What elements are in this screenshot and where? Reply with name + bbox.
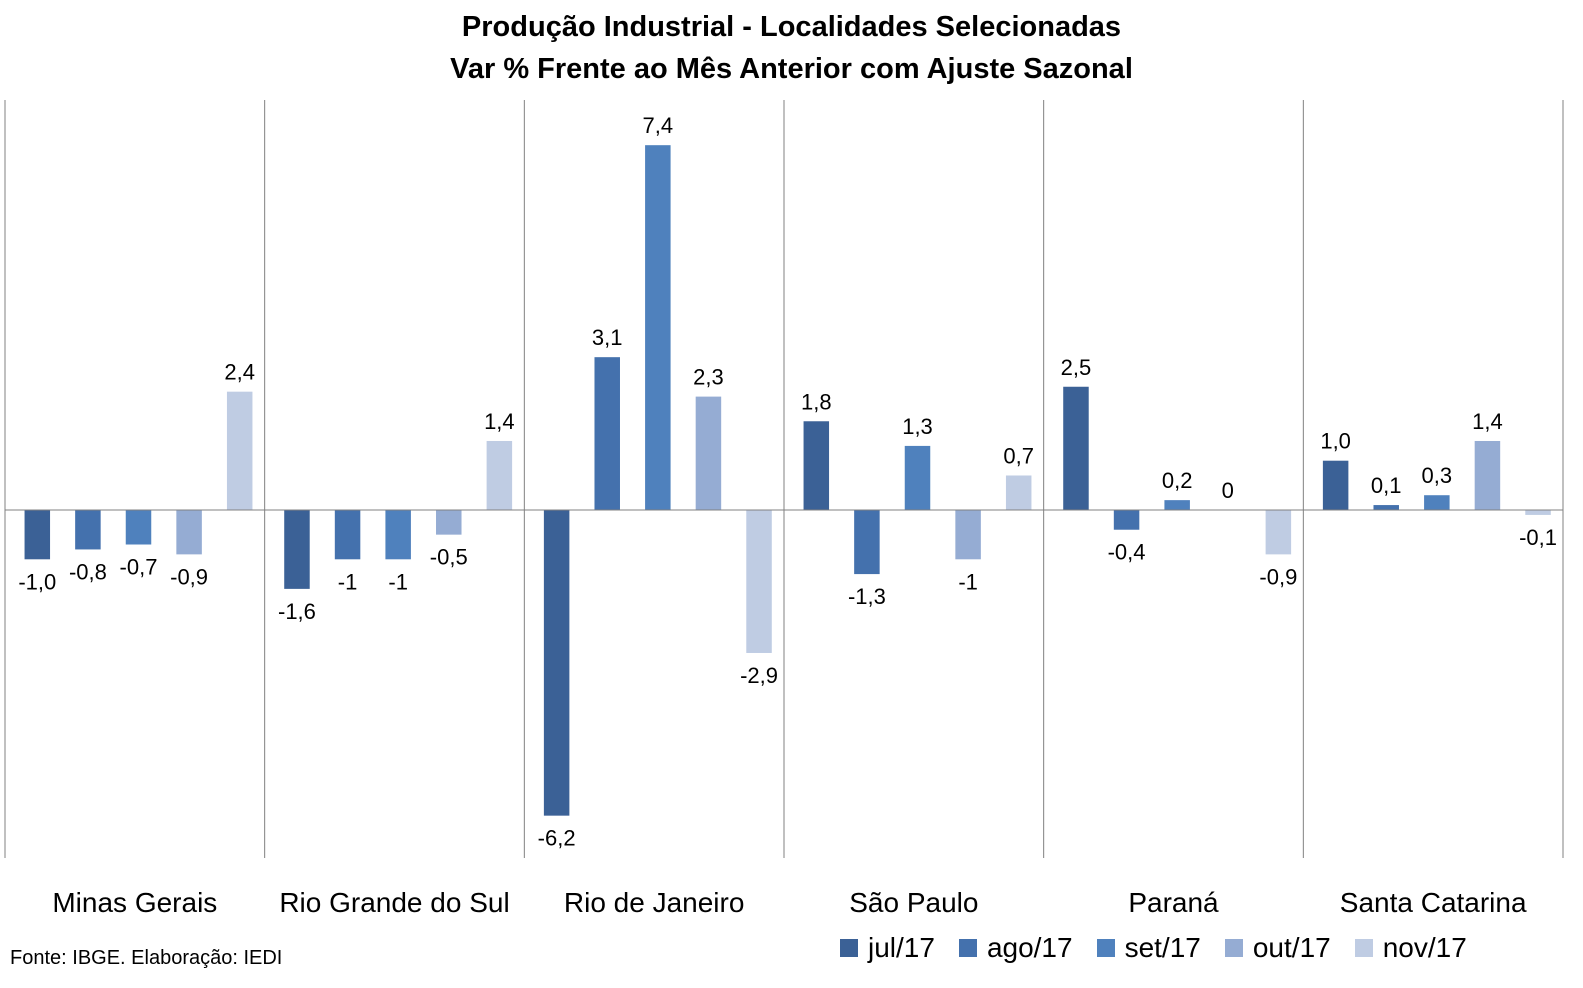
data-label: 1,8 [801,389,832,414]
bar [695,396,722,510]
data-label: -0,8 [69,559,107,584]
legend-label: jul/17 [868,932,935,963]
category-label: Santa Catarina [1340,887,1527,918]
category-label: Rio Grande do Sul [279,887,509,918]
data-label: 2,5 [1061,355,1092,380]
data-label: -6,2 [538,826,576,851]
data-label: -1 [388,569,408,594]
data-label: 2,4 [224,360,255,385]
bar [746,510,772,653]
legend-item: set/17 [1096,932,1201,964]
bar [176,510,202,555]
data-label: -1 [338,569,358,594]
legend-label: nov/17 [1382,932,1467,963]
data-label: 1,4 [484,409,515,434]
bar [486,440,513,510]
legend-label: ago/17 [986,932,1073,963]
bar [1525,510,1551,515]
source-note: Fonte: IBGE. Elaboração: IEDI [10,947,283,969]
data-label: 0,1 [1371,473,1402,498]
bar [1322,460,1349,510]
category-label: Minas Gerais [52,887,217,918]
data-label: -2,9 [740,663,778,688]
bar [1474,440,1501,510]
data-label: -0,5 [430,545,468,570]
bar [594,357,620,510]
data-label: -0,1 [1519,525,1557,550]
bar [645,145,671,510]
bar [334,510,361,560]
data-label: 0 [1222,478,1234,503]
chart-legend: jul/17 ago/17 set/17 out/17 nov/17 [840,928,1467,968]
bar [904,445,931,510]
data-label: -0,7 [120,555,158,580]
bar [1113,510,1140,530]
category-label: Paraná [1128,887,1219,918]
data-label: 1,0 [1320,429,1351,454]
category-label: São Paulo [849,887,978,918]
bar [1424,495,1450,510]
bar [75,510,101,550]
bar [24,510,51,560]
data-label: 0,2 [1162,468,1193,493]
bar [436,510,462,535]
bar [284,510,310,589]
bar [543,510,570,816]
data-label: -0,9 [1259,564,1297,589]
legend-swatch [958,939,977,957]
bar [1005,475,1032,510]
data-label: 0,3 [1422,463,1453,488]
chart-title: Produção Industrial - Localidades Seleci… [461,11,1122,43]
data-label: -0,4 [1108,540,1146,565]
chart-subtitle: Var % Frente ao Mês Anterior com Ajuste … [450,53,1133,85]
legend-label: set/17 [1124,932,1201,963]
data-label: 1,4 [1472,409,1503,434]
data-label: -1,3 [848,584,886,609]
data-label: -1,6 [278,599,316,624]
category-label: Rio de Janeiro [564,887,745,918]
bar [955,510,981,560]
legend-item: jul/17 [840,932,935,964]
legend-item: out/17 [1224,932,1331,964]
data-label: -1,0 [18,569,56,594]
bar [226,391,253,510]
legend-swatch [840,939,858,957]
data-label: 7,4 [643,113,674,138]
bar [385,510,411,560]
bar [803,421,830,510]
data-label: 2,3 [693,365,724,390]
legend-item: ago/17 [958,932,1073,964]
legend-item: nov/17 [1354,932,1467,964]
legend-swatch [1224,939,1243,957]
chart-title-block: Produção Industrial - Localidades Seleci… [0,6,1583,90]
data-label: -0,9 [170,564,208,589]
data-label: 3,1 [592,325,623,350]
data-label: 1,3 [902,414,933,439]
bar [854,510,880,575]
legend-swatch [1354,939,1373,957]
bar [1164,500,1190,510]
legend-label: out/17 [1252,932,1331,963]
legend-swatch [1096,939,1115,957]
bar [125,510,152,545]
data-label: -1 [958,569,978,594]
bar [1373,505,1399,510]
data-label: 0,7 [1003,443,1034,468]
bar [1063,386,1089,510]
bar [1265,510,1292,555]
